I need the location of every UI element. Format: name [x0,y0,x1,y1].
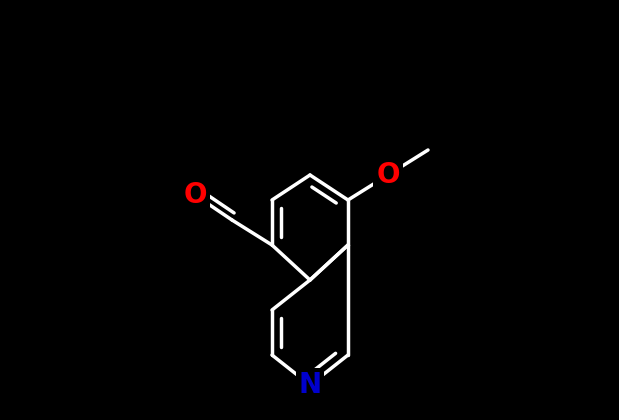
Text: N: N [298,371,321,399]
Text: O: O [376,161,400,189]
Text: O: O [183,181,207,209]
